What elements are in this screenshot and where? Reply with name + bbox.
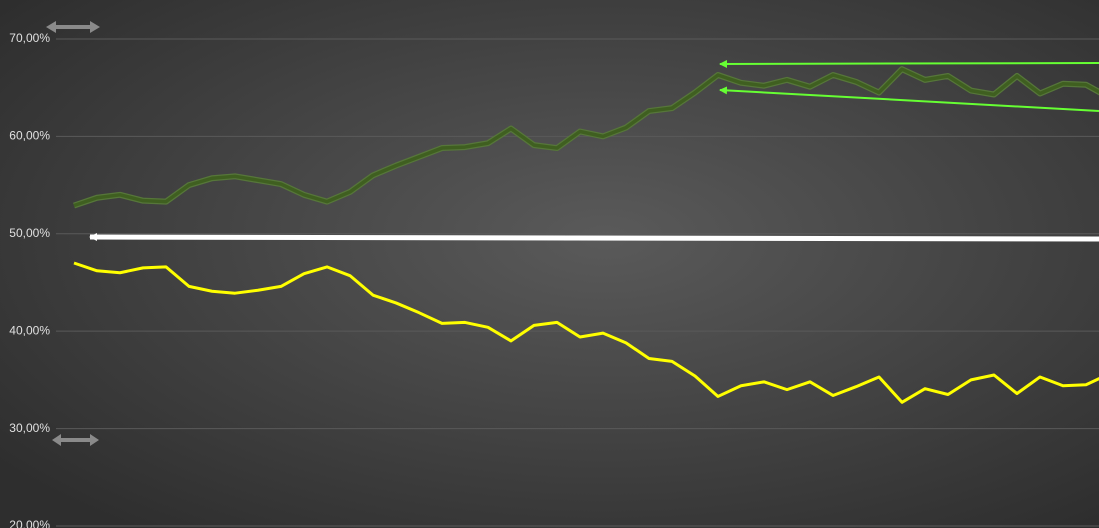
resize-icon: [52, 434, 99, 446]
y-tick-label: 70,00%: [9, 31, 50, 45]
arrow: [719, 59, 1099, 68]
resize-icon: [46, 21, 100, 33]
line: [73, 261, 1099, 404]
annotations: [46, 21, 1099, 446]
y-tick-label: 60,00%: [9, 129, 50, 143]
y-tick-label: 20,00%: [9, 518, 50, 528]
y-tick-label: 30,00%: [9, 421, 50, 435]
y-tick-label: 50,00%: [9, 226, 50, 240]
plot: [73, 66, 1099, 404]
y-tick-label: 40,00%: [9, 323, 50, 337]
arrow: [719, 86, 1099, 112]
arrow: [89, 233, 1099, 242]
line: [73, 67, 1099, 208]
